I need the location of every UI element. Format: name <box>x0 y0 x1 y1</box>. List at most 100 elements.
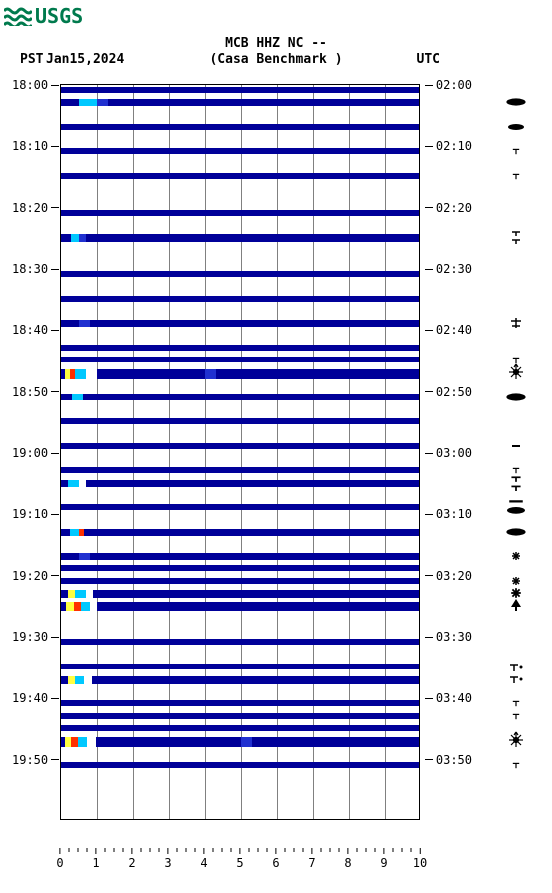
left-tick: 19:40 <box>12 691 59 705</box>
gridline <box>385 85 386 819</box>
left-tick: 18:40 <box>12 323 59 337</box>
x-tick-label: 9 <box>380 856 387 870</box>
spectral-spike <box>75 590 86 598</box>
x-tick-minor <box>267 848 268 852</box>
tick-mark <box>425 330 433 331</box>
gridline <box>313 85 314 819</box>
tick-label: 02:10 <box>436 139 472 153</box>
trace-row <box>61 504 419 510</box>
x-tick-mark <box>347 848 348 854</box>
amplitude-marker-tack <box>512 172 520 180</box>
trace-row <box>61 578 419 584</box>
tick-mark <box>425 453 433 454</box>
x-tick-label: 10 <box>413 856 427 870</box>
amplitude-marker-blob <box>504 526 528 538</box>
x-tick-label: 0 <box>56 856 63 870</box>
spectrogram-trace <box>61 664 419 669</box>
spectral-spike <box>79 529 84 536</box>
spectral-spike <box>71 234 79 242</box>
trace-row <box>61 467 419 473</box>
tick-mark <box>425 698 433 699</box>
x-tick: 6 <box>272 848 279 870</box>
gridline <box>133 85 134 819</box>
trace-row <box>61 713 419 719</box>
x-tick: 10 <box>413 848 427 870</box>
right-tick: 03:00 <box>425 446 472 460</box>
spectrogram-trace <box>61 234 419 242</box>
spectrogram-trace <box>61 565 419 571</box>
x-tick-minor <box>366 848 367 852</box>
left-tick: 19:00 <box>12 446 59 460</box>
x-tick: 7 <box>308 848 315 870</box>
logo-text: USGS <box>35 4 83 28</box>
amplitude-marker-blob <box>504 96 528 108</box>
x-tick-minor <box>159 848 160 852</box>
x-tick-label: 2 <box>128 856 135 870</box>
trace-row <box>61 345 419 351</box>
amplitude-marker-star <box>511 551 521 561</box>
x-tick-mark <box>275 848 276 854</box>
right-tick: 03:10 <box>425 507 472 521</box>
x-tick-minor <box>294 848 295 852</box>
amplitude-marker-double-tack <box>510 475 522 491</box>
spectrogram-trace <box>61 725 419 731</box>
x-tick-minor <box>141 848 142 852</box>
spectral-spike <box>81 602 90 611</box>
x-tick-label: 6 <box>272 856 279 870</box>
trace-row <box>61 357 419 362</box>
tick-label: 18:50 <box>12 385 48 399</box>
tick-label: 03:00 <box>436 446 472 460</box>
right-tick: 02:40 <box>425 323 472 337</box>
tick-label: 19:10 <box>12 507 48 521</box>
spectrogram-trace <box>61 148 419 154</box>
tick-label: 18:10 <box>12 139 48 153</box>
spectrogram-trace <box>61 443 419 449</box>
spectrogram-trace <box>61 480 419 487</box>
tick-mark <box>425 85 433 86</box>
tick-mark <box>51 269 59 270</box>
station: (Casa Benchmark ) <box>0 52 552 67</box>
amplitude-marker-spiky <box>507 731 525 749</box>
spectral-spike <box>70 529 79 536</box>
left-tick: 18:30 <box>12 262 59 276</box>
tick-mark <box>51 759 59 760</box>
tick-mark <box>51 85 59 86</box>
tick-mark <box>425 575 433 576</box>
amplitude-marker-plus-tack <box>510 317 522 329</box>
x-tick-minor <box>177 848 178 852</box>
gridline <box>205 85 206 819</box>
amplitude-marker-blob <box>504 391 528 403</box>
amplitude-marker-tack <box>512 712 520 720</box>
spectrogram-trace <box>61 271 419 277</box>
trace-row <box>61 173 419 179</box>
x-tick: 2 <box>128 848 135 870</box>
spectrogram-trace <box>61 676 419 684</box>
spectral-spike <box>68 480 79 487</box>
trace-row <box>61 320 419 327</box>
x-tick-minor <box>69 848 70 852</box>
right-time-axis: 02:0002:1002:2002:3002:4002:5003:0003:10… <box>428 84 472 820</box>
x-tick-minor <box>78 848 79 852</box>
x-tick-minor <box>339 848 340 852</box>
spectrogram-trace <box>61 320 419 327</box>
tick-mark <box>51 575 59 576</box>
tick-mark <box>425 269 433 270</box>
trace-row <box>61 148 419 154</box>
left-tick: 19:10 <box>12 507 59 521</box>
tick-mark <box>425 637 433 638</box>
tick-mark <box>51 698 59 699</box>
spectrogram-trace <box>61 553 419 560</box>
x-tick: 5 <box>236 848 243 870</box>
spectrogram-trace <box>61 210 419 216</box>
x-tick-minor <box>357 848 358 852</box>
spectral-spike <box>79 99 97 106</box>
x-tick-minor <box>231 848 232 852</box>
amplitude-marker-dash <box>512 444 520 448</box>
spectral-spike <box>75 676 84 684</box>
x-tick-mark <box>311 848 312 854</box>
tick-mark <box>51 514 59 515</box>
x-tick: 4 <box>200 848 207 870</box>
trace-row <box>61 639 419 645</box>
trace-row <box>61 480 419 487</box>
amplitude-marker-tree <box>509 598 523 612</box>
